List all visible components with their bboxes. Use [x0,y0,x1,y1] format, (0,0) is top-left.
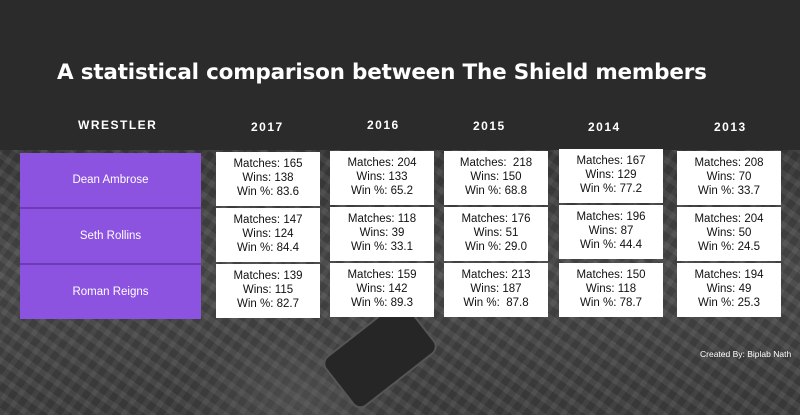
header-year-2015: 2015 [473,119,506,133]
wins-value: Wins: 87 [588,225,634,237]
stat-card: Matches: 194 Wins: 49 Win %: 25.3 [677,263,781,317]
stat-card: Matches: 204 Wins: 133 Win %: 65.2 [330,151,434,205]
win-percent-value: Win %: 44.4 [580,239,642,251]
wins-value: Wins: 50 [706,227,752,239]
win-percent-value: Win %: 78.7 [580,297,642,309]
wins-value: Wins: 39 [359,227,405,239]
stat-card: Matches: 204 Wins: 50 Win %: 24.5 [677,207,781,261]
win-percent-value: Win %: 89.3 [351,297,413,309]
win-percent-value: Win %: 84.4 [237,242,299,254]
credit-text: Created By: Biplab Nath [700,349,792,359]
wins-value: Wins: 49 [706,283,752,295]
matches-value: Matches: 204 [694,213,764,225]
matches-value: Matches: 147 [233,214,303,226]
matches-value: Matches: 213 [461,269,531,281]
matches-value: Matches: 194 [694,269,764,281]
wrestler-column: Dean Ambrose Seth Rollins Roman Reigns [20,153,201,319]
win-percent-value: Win %: 68.8 [465,185,527,197]
win-percent-value: Win %: 65.2 [351,185,413,197]
header-year-2013: 2013 [714,120,747,134]
wins-value: Wins: 70 [706,171,752,183]
wins-value: Wins: 133 [356,171,408,183]
win-percent-value: Win %: 33.1 [351,241,413,253]
stat-card: Matches: 159 Wins: 142 Win %: 89.3 [330,263,434,317]
matches-value: Matches: 165 [233,158,303,170]
stat-card: Matches: 167 Wins: 129 Win %: 77.2 [559,149,663,203]
wins-value: Wins: 51 [473,227,519,239]
matches-value: Matches: 196 [576,211,646,223]
matches-value: Matches: 150 [576,269,646,281]
matches-value: Matches: 118 [347,213,417,225]
win-percent-value: Win %: 24.5 [698,241,760,253]
wrestler-name: Roman Reigns [72,286,149,298]
wins-value: Wins: 124 [242,228,294,240]
stat-card: Matches: 208 Wins: 70 Win %: 33.7 [677,151,781,205]
stat-card: Matches: 196 Wins: 87 Win %: 44.4 [559,205,663,259]
wrestler-name: Seth Rollins [79,230,142,242]
matches-value: Matches: 159 [347,269,417,281]
matches-value: Matches: 176 [461,213,531,225]
wins-value: Wins: 187 [470,283,522,295]
header-year-2016: 2016 [367,118,400,132]
stat-card: Matches: 213 Wins: 187 Win %: 87.8 [444,263,548,317]
matches-value: Matches: 204 [347,157,417,169]
stat-card: Matches: 147 Wins: 124 Win %: 84.4 [216,208,320,262]
win-percent-value: Win %: 87.8 [463,297,529,309]
header-year-2017: 2017 [251,120,284,134]
wins-value: Wins: 118 [585,283,637,295]
matches-value: Matches: 139 [233,270,303,282]
divider [20,207,201,209]
win-percent-value: Win %: 25.3 [698,297,760,309]
stat-card: Matches: 176 Wins: 51 Win %: 29.0 [444,207,548,261]
wins-value: Wins: 115 [242,284,294,296]
win-percent-value: Win %: 29.0 [465,241,527,253]
matches-value: Matches: 167 [576,155,646,167]
wins-value: Wins: 150 [470,171,522,183]
win-percent-value: Win %: 83.6 [237,186,299,198]
wins-value: Wins: 138 [242,172,294,184]
page-title: A statistical comparison between The Shi… [57,60,707,85]
matches-value: Matches: 218 [459,157,533,169]
header-year-2014: 2014 [588,120,621,134]
win-percent-value: Win %: 77.2 [580,183,642,195]
stat-card: Matches: 218 Wins: 150 Win %: 68.8 [444,151,548,205]
header-wrestler: WRESTLER [78,118,158,132]
win-percent-value: Win %: 82.7 [237,298,299,310]
stat-card: Matches: 165 Wins: 138 Win %: 83.6 [216,152,320,206]
wins-value: Wins: 142 [356,283,408,295]
stat-card: Matches: 118 Wins: 39 Win %: 33.1 [330,207,434,261]
stat-card: Matches: 150 Wins: 118 Win %: 78.7 [559,263,663,317]
wins-value: Wins: 129 [585,169,637,181]
stat-card: Matches: 139 Wins: 115 Win %: 82.7 [216,264,320,318]
win-percent-value: Win %: 33.7 [698,185,760,197]
wrestler-name: Dean Ambrose [72,174,149,186]
divider [20,263,201,265]
matches-value: Matches: 208 [694,157,764,169]
